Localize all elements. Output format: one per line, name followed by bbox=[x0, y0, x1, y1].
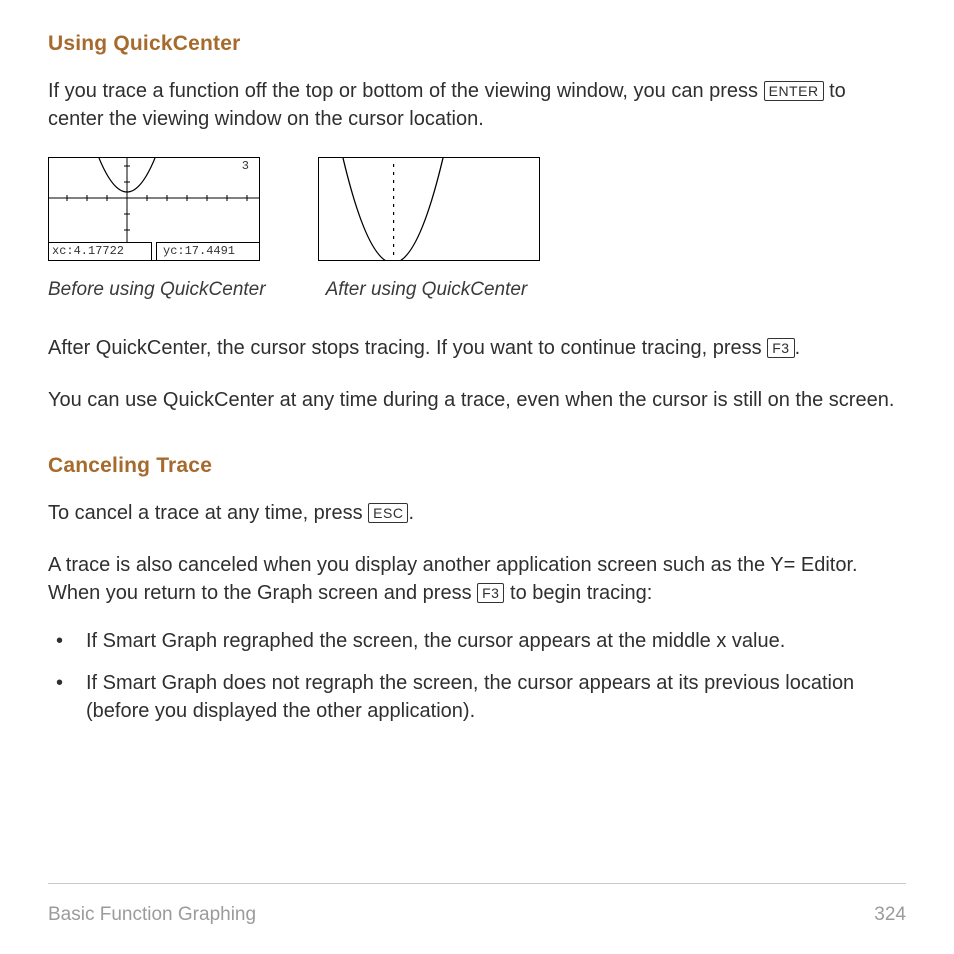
para-qc-3: You can use QuickCenter at any time duri… bbox=[48, 387, 906, 415]
para-qc-2: After QuickCenter, the cursor stops trac… bbox=[48, 335, 906, 363]
text: . bbox=[408, 502, 414, 524]
para-cancel-1: To cancel a trace at any time, press ESC… bbox=[48, 500, 906, 528]
caption-after: After using QuickCenter bbox=[326, 279, 528, 301]
page-footer: Basic Function Graphing 324 bbox=[48, 883, 906, 926]
key-f3: F3 bbox=[767, 338, 794, 358]
bullet-1: If Smart Graph regraphed the screen, the… bbox=[48, 627, 906, 655]
key-f3-2: F3 bbox=[477, 583, 504, 603]
bullet-list: If Smart Graph regraphed the screen, the… bbox=[48, 627, 906, 725]
footer-divider bbox=[48, 883, 906, 884]
calc-screenshot-after bbox=[318, 157, 540, 261]
text: After QuickCenter, the cursor stops trac… bbox=[48, 337, 767, 359]
caption-row: Before using QuickCenter After using Qui… bbox=[48, 279, 906, 301]
para-qc-1: If you trace a function off the top or b… bbox=[48, 78, 906, 133]
calc2-graph bbox=[319, 158, 540, 261]
text: To cancel a trace at any time, press bbox=[48, 502, 368, 524]
key-esc: ESC bbox=[368, 503, 408, 523]
key-enter: ENTER bbox=[764, 81, 824, 101]
caption-before: Before using QuickCenter bbox=[48, 279, 266, 301]
yc-readout: yc:17.4491 bbox=[156, 242, 260, 261]
text: to begin tracing: bbox=[504, 582, 652, 604]
xc-readout: xc:4.17722 bbox=[48, 242, 152, 261]
figure-row: 3 xc:4.17722 yc:17.4491 bbox=[48, 157, 906, 261]
heading-quickcenter: Using QuickCenter bbox=[48, 32, 906, 56]
footer-chapter: Basic Function Graphing bbox=[48, 904, 256, 926]
text: . bbox=[795, 337, 801, 359]
text: If you trace a function off the top or b… bbox=[48, 80, 764, 102]
heading-cancel: Canceling Trace bbox=[48, 454, 906, 478]
bullet-2: If Smart Graph does not regraph the scre… bbox=[48, 669, 906, 725]
text: A trace is also canceled when you displa… bbox=[48, 554, 858, 604]
calc-screenshot-before: 3 xc:4.17722 yc:17.4491 bbox=[48, 157, 260, 261]
footer-page: 324 bbox=[874, 904, 906, 926]
para-cancel-2: A trace is also canceled when you displa… bbox=[48, 552, 906, 607]
